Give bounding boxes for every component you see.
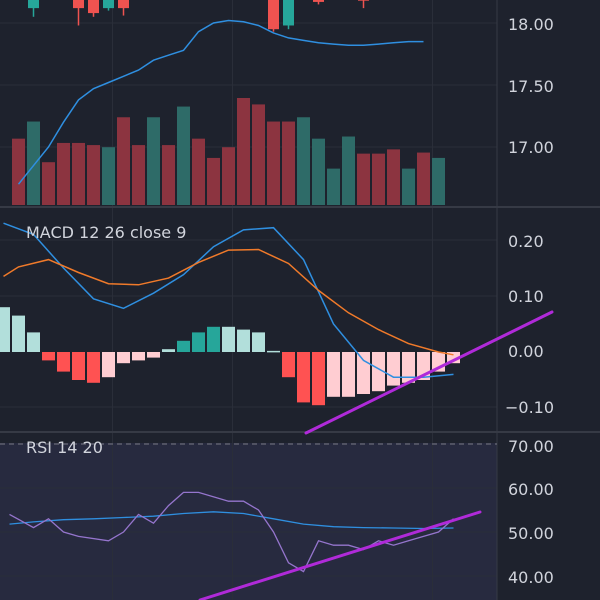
- volume-bar: [72, 142, 85, 205]
- volume-bar: [432, 157, 445, 205]
- price-tick-label: 17.50: [508, 77, 554, 96]
- macd-tick-label: 0.10: [508, 287, 544, 306]
- macd-histogram-bar: [312, 352, 325, 406]
- macd-histogram-bar: [237, 329, 250, 352]
- volume-bar: [12, 138, 25, 205]
- volume-bar: [222, 147, 235, 205]
- volume-bars: [12, 98, 445, 205]
- rsi-tick-label: 70.00: [508, 437, 554, 456]
- volume-bar: [282, 121, 295, 205]
- candle-body: [88, 0, 99, 14]
- macd-histogram-bar: [0, 307, 10, 352]
- macd-histogram-bar: [12, 315, 25, 352]
- macd-histogram-bar: [207, 326, 220, 352]
- volume-bar: [372, 153, 385, 205]
- macd-histogram-bar: [357, 352, 370, 394]
- volume-bar: [252, 104, 265, 205]
- volume-bar: [417, 152, 430, 205]
- rsi-moving-average-line: [9, 511, 454, 530]
- macd-histogram-bar: [222, 326, 235, 352]
- volume-bar: [87, 145, 100, 205]
- macd-tick-label: −0.10: [505, 398, 554, 417]
- price-tick-label: 17.00: [508, 138, 554, 157]
- macd-histogram-bar: [327, 352, 340, 397]
- volume-bar: [117, 117, 130, 205]
- candle-body: [118, 0, 129, 9]
- macd-histogram-bar: [27, 332, 40, 352]
- volume-bar: [237, 98, 250, 205]
- candle-body: [103, 0, 114, 9]
- macd-tick-label: 0.20: [508, 232, 544, 251]
- volume-bar: [207, 157, 220, 205]
- macd-histogram-bar: [117, 352, 130, 364]
- macd-histogram-bar: [132, 352, 145, 361]
- rsi-trendline[interactable]: [198, 510, 482, 600]
- volume-bar: [162, 145, 175, 205]
- macd-tick-label: 0.00: [508, 342, 544, 361]
- macd-histogram-bar: [267, 350, 280, 353]
- macd-histogram-bar: [447, 352, 460, 364]
- price-tick-label: 18.00: [508, 15, 554, 34]
- macd-histogram-bar: [57, 352, 70, 372]
- price-axis-labels: 18.00 17.50 17.00 0.20 0.10 0.00 −0.10 7…: [505, 15, 554, 587]
- volume-bar: [27, 121, 40, 205]
- candle-body: [28, 0, 39, 9]
- macd-histogram-bar: [102, 352, 115, 378]
- volume-bar: [312, 138, 325, 205]
- candle-body: [73, 0, 84, 9]
- macd-histogram-bar: [342, 352, 355, 397]
- volume-bar: [402, 168, 415, 205]
- macd-histogram-bar: [372, 352, 385, 392]
- price-moving-average-line: [17, 19, 424, 185]
- volume-bar: [147, 117, 160, 205]
- volume-bar: [267, 121, 280, 205]
- rsi-tick-label: 40.00: [508, 568, 554, 587]
- candlestick-series: [28, 0, 369, 32]
- macd-signal-line: [3, 248, 454, 356]
- macd-histogram-bar: [387, 352, 400, 386]
- candle-body: [313, 0, 324, 2]
- macd-histogram-bar: [162, 349, 175, 352]
- candle-body: [358, 0, 369, 1]
- macd-histogram-bar: [252, 332, 265, 352]
- macd-histogram-bar: [42, 352, 55, 361]
- macd-histogram-bar: [282, 352, 295, 378]
- volume-bar: [387, 149, 400, 205]
- macd-legend-label[interactable]: MACD 12 26 close 9: [26, 223, 186, 242]
- macd-trendline[interactable]: [304, 310, 554, 435]
- volume-bar: [177, 106, 190, 205]
- candle-body: [283, 0, 294, 26]
- macd-histogram-bar: [177, 340, 190, 352]
- macd-histogram-bar: [192, 332, 205, 352]
- macd-histogram-bar: [297, 352, 310, 403]
- volume-bar: [42, 162, 55, 205]
- rsi-legend-label[interactable]: RSI 14 20: [26, 438, 103, 457]
- volume-bar: [327, 168, 340, 205]
- volume-bar: [342, 136, 355, 205]
- macd-histogram-bar: [72, 352, 85, 380]
- rsi-band-background: [0, 443, 497, 600]
- volume-bar: [357, 153, 370, 205]
- macd-line: [3, 222, 454, 378]
- candle-body: [268, 0, 279, 30]
- macd-histogram-bar: [402, 352, 415, 383]
- rsi-tick-label: 50.00: [508, 524, 554, 543]
- volume-bar: [132, 145, 145, 205]
- volume-bar: [297, 117, 310, 205]
- volume-bar: [192, 138, 205, 205]
- macd-histogram-bar: [87, 352, 100, 383]
- volume-bar: [102, 147, 115, 205]
- rsi-tick-label: 60.00: [508, 480, 554, 499]
- volume-bar: [57, 142, 70, 205]
- macd-histogram-bar: [147, 352, 160, 358]
